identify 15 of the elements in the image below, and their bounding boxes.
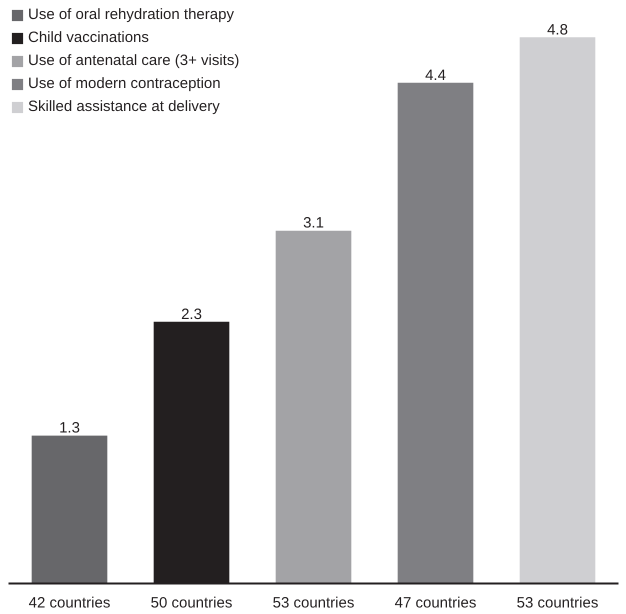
legend-label: Child vaccinations [28,29,149,46]
data-label: 1.3 [59,420,80,437]
data-label: 4.8 [547,21,568,38]
x-tick-label: 47 countries [394,594,476,612]
data-label: 3.1 [303,214,324,232]
x-tick-label: 42 countries [28,594,110,612]
legend-label: Skilled assistance at delivery [28,98,220,115]
data-label: 4.4 [425,66,446,84]
x-tick-label: 53 countries [516,594,598,612]
legend-label: Use of oral rehydration therapy [28,6,234,23]
x-tick-label: 50 countries [150,594,232,612]
x-tick-label: 53 countries [272,594,354,612]
legend-label: Use of modern contraception [28,75,221,92]
legend-label: Use of antenatal care (3+ visits) [28,52,240,69]
data-label: 2.3 [181,306,202,323]
